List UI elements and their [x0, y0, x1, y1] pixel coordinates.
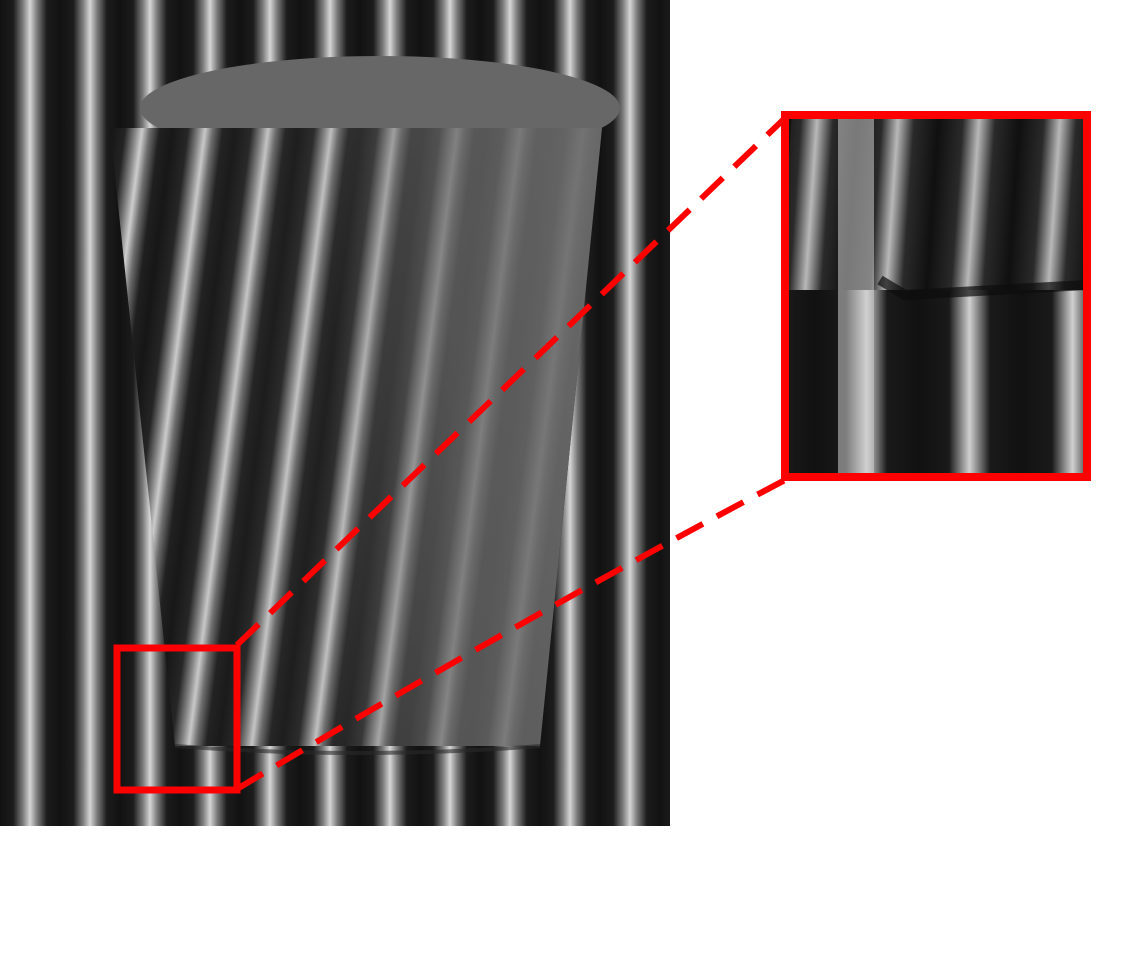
- cup-base-edge: [174, 744, 541, 755]
- highlight-box: [113, 644, 241, 794]
- zoom-inset: [781, 111, 1091, 481]
- main-photo: [0, 0, 670, 826]
- zoom-connectors: [234, 115, 788, 792]
- connector-bottom: [235, 477, 787, 792]
- cup-body: [110, 128, 602, 746]
- inset-upper-stripes: [785, 115, 1087, 290]
- inset-lower-stripes: [785, 290, 1087, 477]
- connector-top: [234, 115, 788, 648]
- zoom-inset-border: [781, 111, 1091, 481]
